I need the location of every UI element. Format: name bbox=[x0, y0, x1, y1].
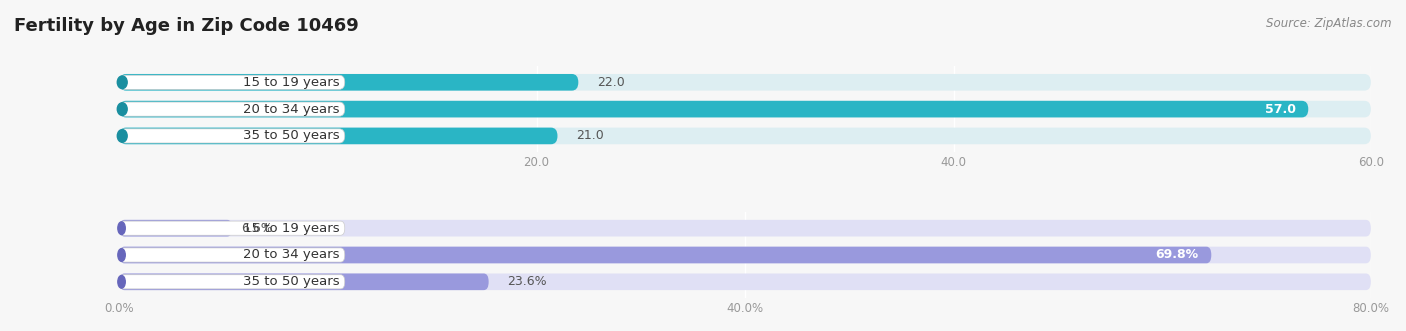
Circle shape bbox=[117, 76, 127, 89]
Text: 35 to 50 years: 35 to 50 years bbox=[243, 275, 340, 288]
Circle shape bbox=[117, 129, 127, 142]
Text: 15 to 19 years: 15 to 19 years bbox=[243, 76, 340, 89]
FancyBboxPatch shape bbox=[120, 220, 232, 236]
FancyBboxPatch shape bbox=[120, 273, 489, 290]
Text: 15 to 19 years: 15 to 19 years bbox=[243, 222, 340, 235]
Circle shape bbox=[118, 249, 125, 261]
Text: 57.0: 57.0 bbox=[1265, 103, 1296, 116]
FancyBboxPatch shape bbox=[120, 275, 344, 289]
Text: Fertility by Age in Zip Code 10469: Fertility by Age in Zip Code 10469 bbox=[14, 17, 359, 34]
FancyBboxPatch shape bbox=[120, 101, 1308, 118]
FancyBboxPatch shape bbox=[120, 128, 1371, 144]
Text: Source: ZipAtlas.com: Source: ZipAtlas.com bbox=[1267, 17, 1392, 29]
Text: 35 to 50 years: 35 to 50 years bbox=[243, 129, 340, 142]
FancyBboxPatch shape bbox=[120, 247, 1371, 263]
Circle shape bbox=[118, 275, 125, 288]
FancyBboxPatch shape bbox=[120, 101, 1371, 118]
FancyBboxPatch shape bbox=[120, 248, 344, 262]
Text: 22.0: 22.0 bbox=[598, 76, 624, 89]
FancyBboxPatch shape bbox=[120, 221, 344, 235]
FancyBboxPatch shape bbox=[120, 129, 344, 143]
Circle shape bbox=[117, 103, 127, 116]
FancyBboxPatch shape bbox=[120, 75, 344, 89]
Text: 69.8%: 69.8% bbox=[1156, 249, 1199, 261]
Text: 20 to 34 years: 20 to 34 years bbox=[243, 249, 340, 261]
FancyBboxPatch shape bbox=[120, 273, 1371, 290]
FancyBboxPatch shape bbox=[120, 247, 1212, 263]
Text: 23.6%: 23.6% bbox=[508, 275, 547, 288]
FancyBboxPatch shape bbox=[120, 128, 557, 144]
FancyBboxPatch shape bbox=[120, 74, 1371, 91]
Circle shape bbox=[118, 222, 125, 235]
FancyBboxPatch shape bbox=[120, 102, 344, 116]
Text: 6.6%: 6.6% bbox=[242, 222, 273, 235]
Text: 21.0: 21.0 bbox=[576, 129, 605, 142]
Text: 20 to 34 years: 20 to 34 years bbox=[243, 103, 340, 116]
FancyBboxPatch shape bbox=[120, 220, 1371, 236]
FancyBboxPatch shape bbox=[120, 74, 578, 91]
